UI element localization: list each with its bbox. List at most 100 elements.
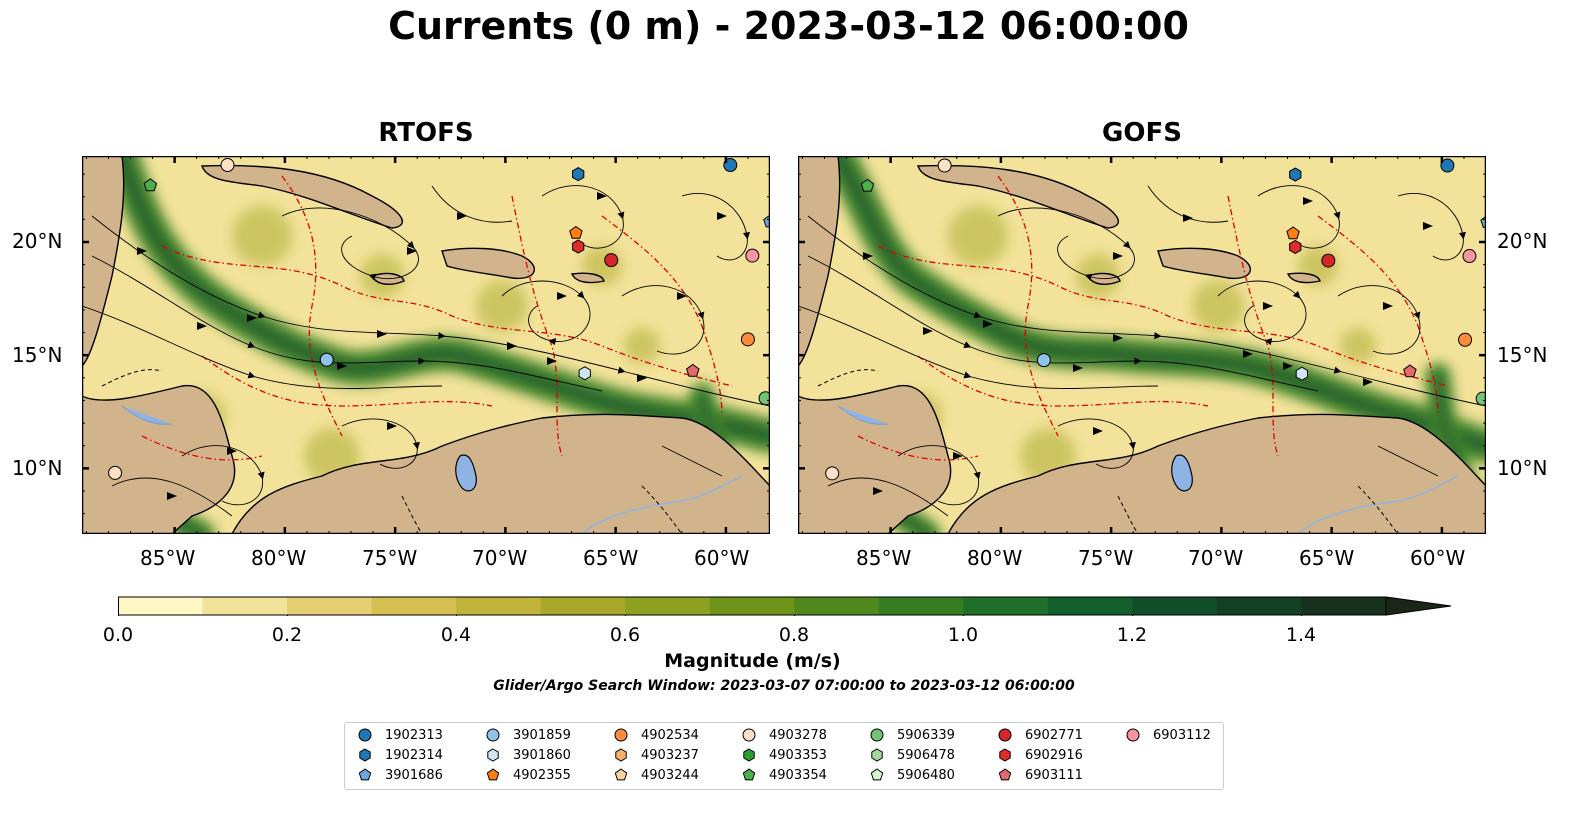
float-marker (686, 363, 700, 377)
float-marker (319, 352, 334, 367)
legend-label: 4903278 (769, 727, 827, 743)
colorbar-segment (456, 597, 542, 615)
lon-tick-label: 60°W (694, 546, 750, 570)
search-window-caption: Glider/Argo Search Window: 2023-03-07 07… (493, 678, 1075, 694)
float-marker (220, 158, 235, 173)
legend-entry: 4903237 (613, 745, 699, 765)
float-marker (1462, 249, 1477, 264)
lat-tick-label: 15°N (12, 343, 63, 367)
colorbar-segment (371, 597, 457, 615)
map-gofs[interactable] (798, 156, 1486, 534)
legend-entry: 5906480 (869, 765, 955, 785)
float-marker (763, 214, 770, 228)
colorbar-tick-label: 1.0 (947, 624, 979, 646)
lon-tick-label: 65°W (583, 546, 639, 570)
colorbar-tick-label: 1.4 (1285, 624, 1317, 646)
legend-marker (743, 748, 755, 762)
colorbar-extend-arrow (1385, 596, 1452, 616)
colorbar-segment (1216, 597, 1302, 615)
float-marker (1403, 364, 1417, 378)
float-marker (578, 366, 591, 381)
float-marker (1036, 353, 1051, 368)
float-marker (1289, 167, 1302, 182)
float-marker (572, 239, 585, 254)
float-marker (108, 465, 123, 480)
legend-label: 4903353 (769, 747, 827, 763)
colorbar-segment (625, 597, 711, 615)
legend-entry: 6903112 (1125, 725, 1211, 745)
legend-label: 3901860 (513, 747, 571, 763)
lat-tick-label: 20°N (1497, 229, 1548, 253)
land-mass (798, 384, 952, 534)
float-marker (569, 225, 583, 239)
colorbar-tick-label: 0.2 (271, 624, 303, 646)
float-marker (143, 178, 158, 192)
legend-entry: 5906478 (869, 745, 955, 765)
lon-tick-label: 70°W (472, 546, 528, 570)
colorbar-label: Magnitude (m/s) (664, 650, 841, 672)
lon-tick-label: 80°W (251, 546, 307, 570)
colorbar-tick-label: 1.2 (1116, 624, 1148, 646)
legend-marker (870, 728, 884, 742)
lat-tick-label: 20°N (12, 229, 63, 253)
legend-marker (871, 748, 883, 762)
legend-entry: 4903353 (741, 745, 827, 765)
float-marker (1289, 239, 1302, 255)
colorbar-segment (1047, 597, 1133, 615)
legend-marker (998, 728, 1012, 742)
legend-entry: 1902313 (357, 725, 443, 745)
float-marker (758, 391, 770, 406)
land-mass (1286, 272, 1321, 284)
figure-title: Currents (0 m) - 2023-03-12 06:00:00 (388, 4, 1189, 48)
colorbar-tick-label: 0.6 (609, 624, 641, 646)
legend-entry: 4903244 (613, 765, 699, 785)
legend-marker (870, 768, 884, 781)
legend-label: 5906478 (897, 747, 955, 763)
legend-marker (615, 748, 627, 762)
legend-entry: 4902355 (485, 765, 571, 785)
land-mass (570, 272, 605, 284)
colorbar-segment (878, 597, 964, 615)
lon-tick-label: 75°W (1078, 546, 1134, 570)
lon-tick-label: 85°W (856, 546, 912, 570)
map-rtofs[interactable] (82, 156, 770, 534)
lon-tick-label: 75°W (362, 546, 418, 570)
legend-label: 6902771 (1025, 727, 1083, 743)
legend-entry: 5906339 (869, 725, 955, 745)
legend-entry: 3901860 (485, 745, 571, 765)
legend-entry: 4902534 (613, 725, 699, 745)
legend-label: 4903244 (641, 767, 699, 783)
float-marker (1475, 391, 1486, 406)
legend-entry: 6902771 (997, 725, 1083, 745)
lon-tick-label: 60°W (1410, 546, 1466, 570)
legend-entry: 4903278 (741, 725, 827, 745)
legend-entry: 1902314 (357, 745, 443, 765)
legend-label: 5906339 (897, 727, 955, 743)
legend-marker (998, 768, 1012, 781)
float-marker (937, 158, 952, 173)
float-marker (1440, 158, 1455, 173)
legend-label: 1902314 (385, 747, 443, 763)
land-mass (1157, 247, 1251, 280)
colorbar-tick-label: 0.8 (778, 624, 810, 646)
legend-label: 4903354 (769, 767, 827, 783)
lon-tick-label: 85°W (140, 546, 196, 570)
colorbar-tick-label: 0.0 (102, 624, 134, 646)
legend-entry: 4903354 (741, 765, 827, 785)
legend-marker (359, 748, 371, 762)
lat-tick-label: 15°N (1497, 343, 1548, 367)
land-mass (82, 156, 125, 367)
colorbar-segment (963, 597, 1049, 615)
lat-tick-label: 10°N (1497, 456, 1548, 480)
legend-label: 6903112 (1153, 727, 1211, 743)
lake (1171, 454, 1193, 492)
float-marker (1458, 332, 1473, 347)
colorbar-segment (287, 597, 373, 615)
float-marker (572, 167, 585, 182)
float-legend: 1902313 1902314 3901686 3901859 3901860 49023… (344, 722, 1224, 790)
panel-title-gofs: GOFS (1102, 118, 1182, 148)
colorbar-segment (118, 597, 204, 615)
land-mass (82, 384, 236, 534)
float-marker (1286, 226, 1300, 240)
float-marker (825, 466, 840, 481)
